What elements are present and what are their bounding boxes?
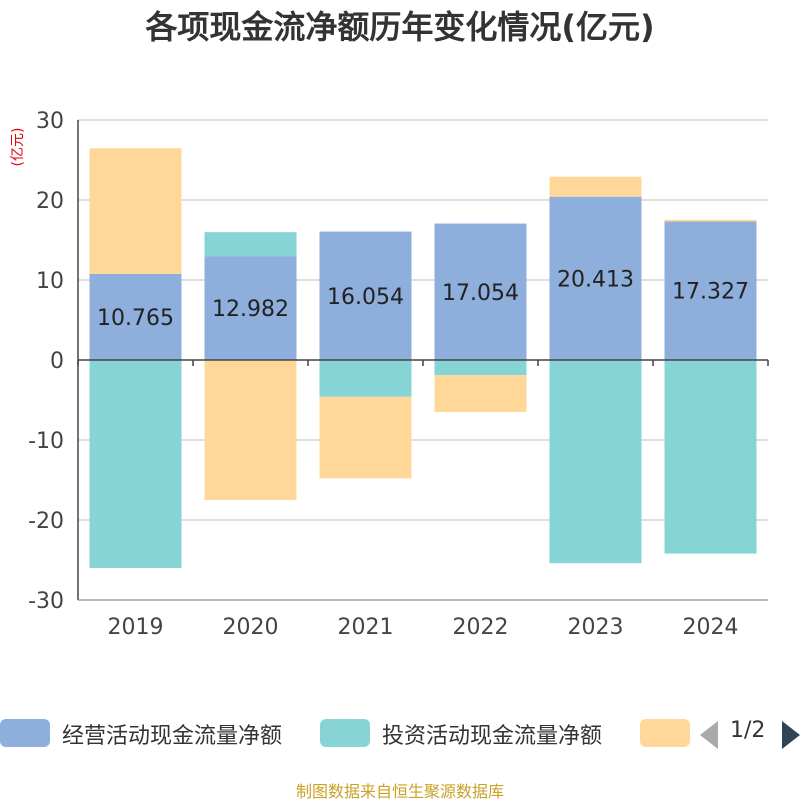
legend-page-indicator: 1/2: [730, 718, 766, 743]
x-tick-label: 2022: [453, 615, 509, 640]
data-label: 16.054: [327, 285, 404, 310]
legend-prev-page-icon[interactable]: [700, 721, 718, 749]
chart-plot: 30 20 10 0 -10 -20 -30 2019 2020 2021 2022 2023 2024…: [10, 109, 769, 640]
y-tick-label: 20: [36, 189, 64, 214]
x-tick-label: 2024: [683, 615, 739, 640]
data-labels: 10.765 12.982 16.054 17.054 20.413 17.327: [97, 267, 749, 331]
y-tick-label: 0: [50, 349, 64, 374]
bar-2024-series-1[interactable]: [664, 360, 757, 554]
data-label: 20.413: [557, 267, 634, 292]
bar-2023-series-1[interactable]: [549, 360, 642, 564]
bar-2020-series-0[interactable]: [204, 256, 297, 360]
bar-2020-series-1[interactable]: [204, 232, 297, 257]
legend-next-page-icon[interactable]: [782, 721, 800, 749]
bar-2021-series-0[interactable]: [319, 231, 412, 360]
y-tick-label: 30: [36, 109, 64, 134]
y-tick-label: 10: [36, 269, 64, 294]
axes: 30 20 10 0 -10 -20 -30 2019 2020 2021 2022 2023 2024: [28, 109, 769, 640]
bar-2023-series-0[interactable]: [549, 196, 642, 360]
bar-2024-series-0[interactable]: [664, 221, 757, 360]
legend-swatch-investing: [320, 719, 370, 747]
legend-label-investing: 投资活动现金流量净额: [382, 724, 603, 749]
legend-swatch-financing: [640, 719, 690, 747]
x-tick-label: 2020: [223, 615, 279, 640]
bar-2024-series-2[interactable]: [664, 219, 757, 222]
legend: 经营活动现金流量净额 投资活动现金流量净额 1/2: [0, 716, 800, 756]
source-note: 制图数据来自恒生聚源数据库: [295, 782, 504, 801]
bar-2022-series-1[interactable]: [434, 360, 527, 376]
y-tick-label: -30: [28, 589, 64, 614]
x-tick-label: 2019: [108, 615, 164, 640]
data-label: 12.982: [212, 297, 289, 322]
data-label: 17.054: [442, 281, 519, 306]
bar-2021-series-2[interactable]: [319, 396, 412, 479]
bar-2019-series-0[interactable]: [89, 273, 182, 360]
bar-2021-series-1[interactable]: [319, 360, 412, 397]
bar-2022-series-0[interactable]: [434, 223, 527, 360]
legend-swatch-operating: [0, 719, 50, 747]
legend-label-operating: 经营活动现金流量净额: [62, 724, 283, 749]
y-tick-label: -10: [28, 429, 64, 454]
data-label: 17.327: [672, 280, 749, 305]
bar-2020-series-2[interactable]: [204, 360, 297, 500]
bar-2019-series-1[interactable]: [89, 360, 182, 568]
x-tick-label: 2021: [338, 615, 394, 640]
y-axis-label: (亿元): [10, 128, 26, 167]
bar-2019-series-2[interactable]: [89, 148, 182, 274]
bar-2022-series-2[interactable]: [434, 375, 527, 412]
chart-title: 各项现金流净额历年变化情况(亿元): [145, 8, 655, 46]
bar-group: [89, 148, 757, 568]
x-tick-label: 2023: [568, 615, 624, 640]
y-tick-label: -20: [28, 509, 64, 534]
data-label: 10.765: [97, 306, 174, 331]
bar-2023-series-2[interactable]: [549, 176, 642, 197]
